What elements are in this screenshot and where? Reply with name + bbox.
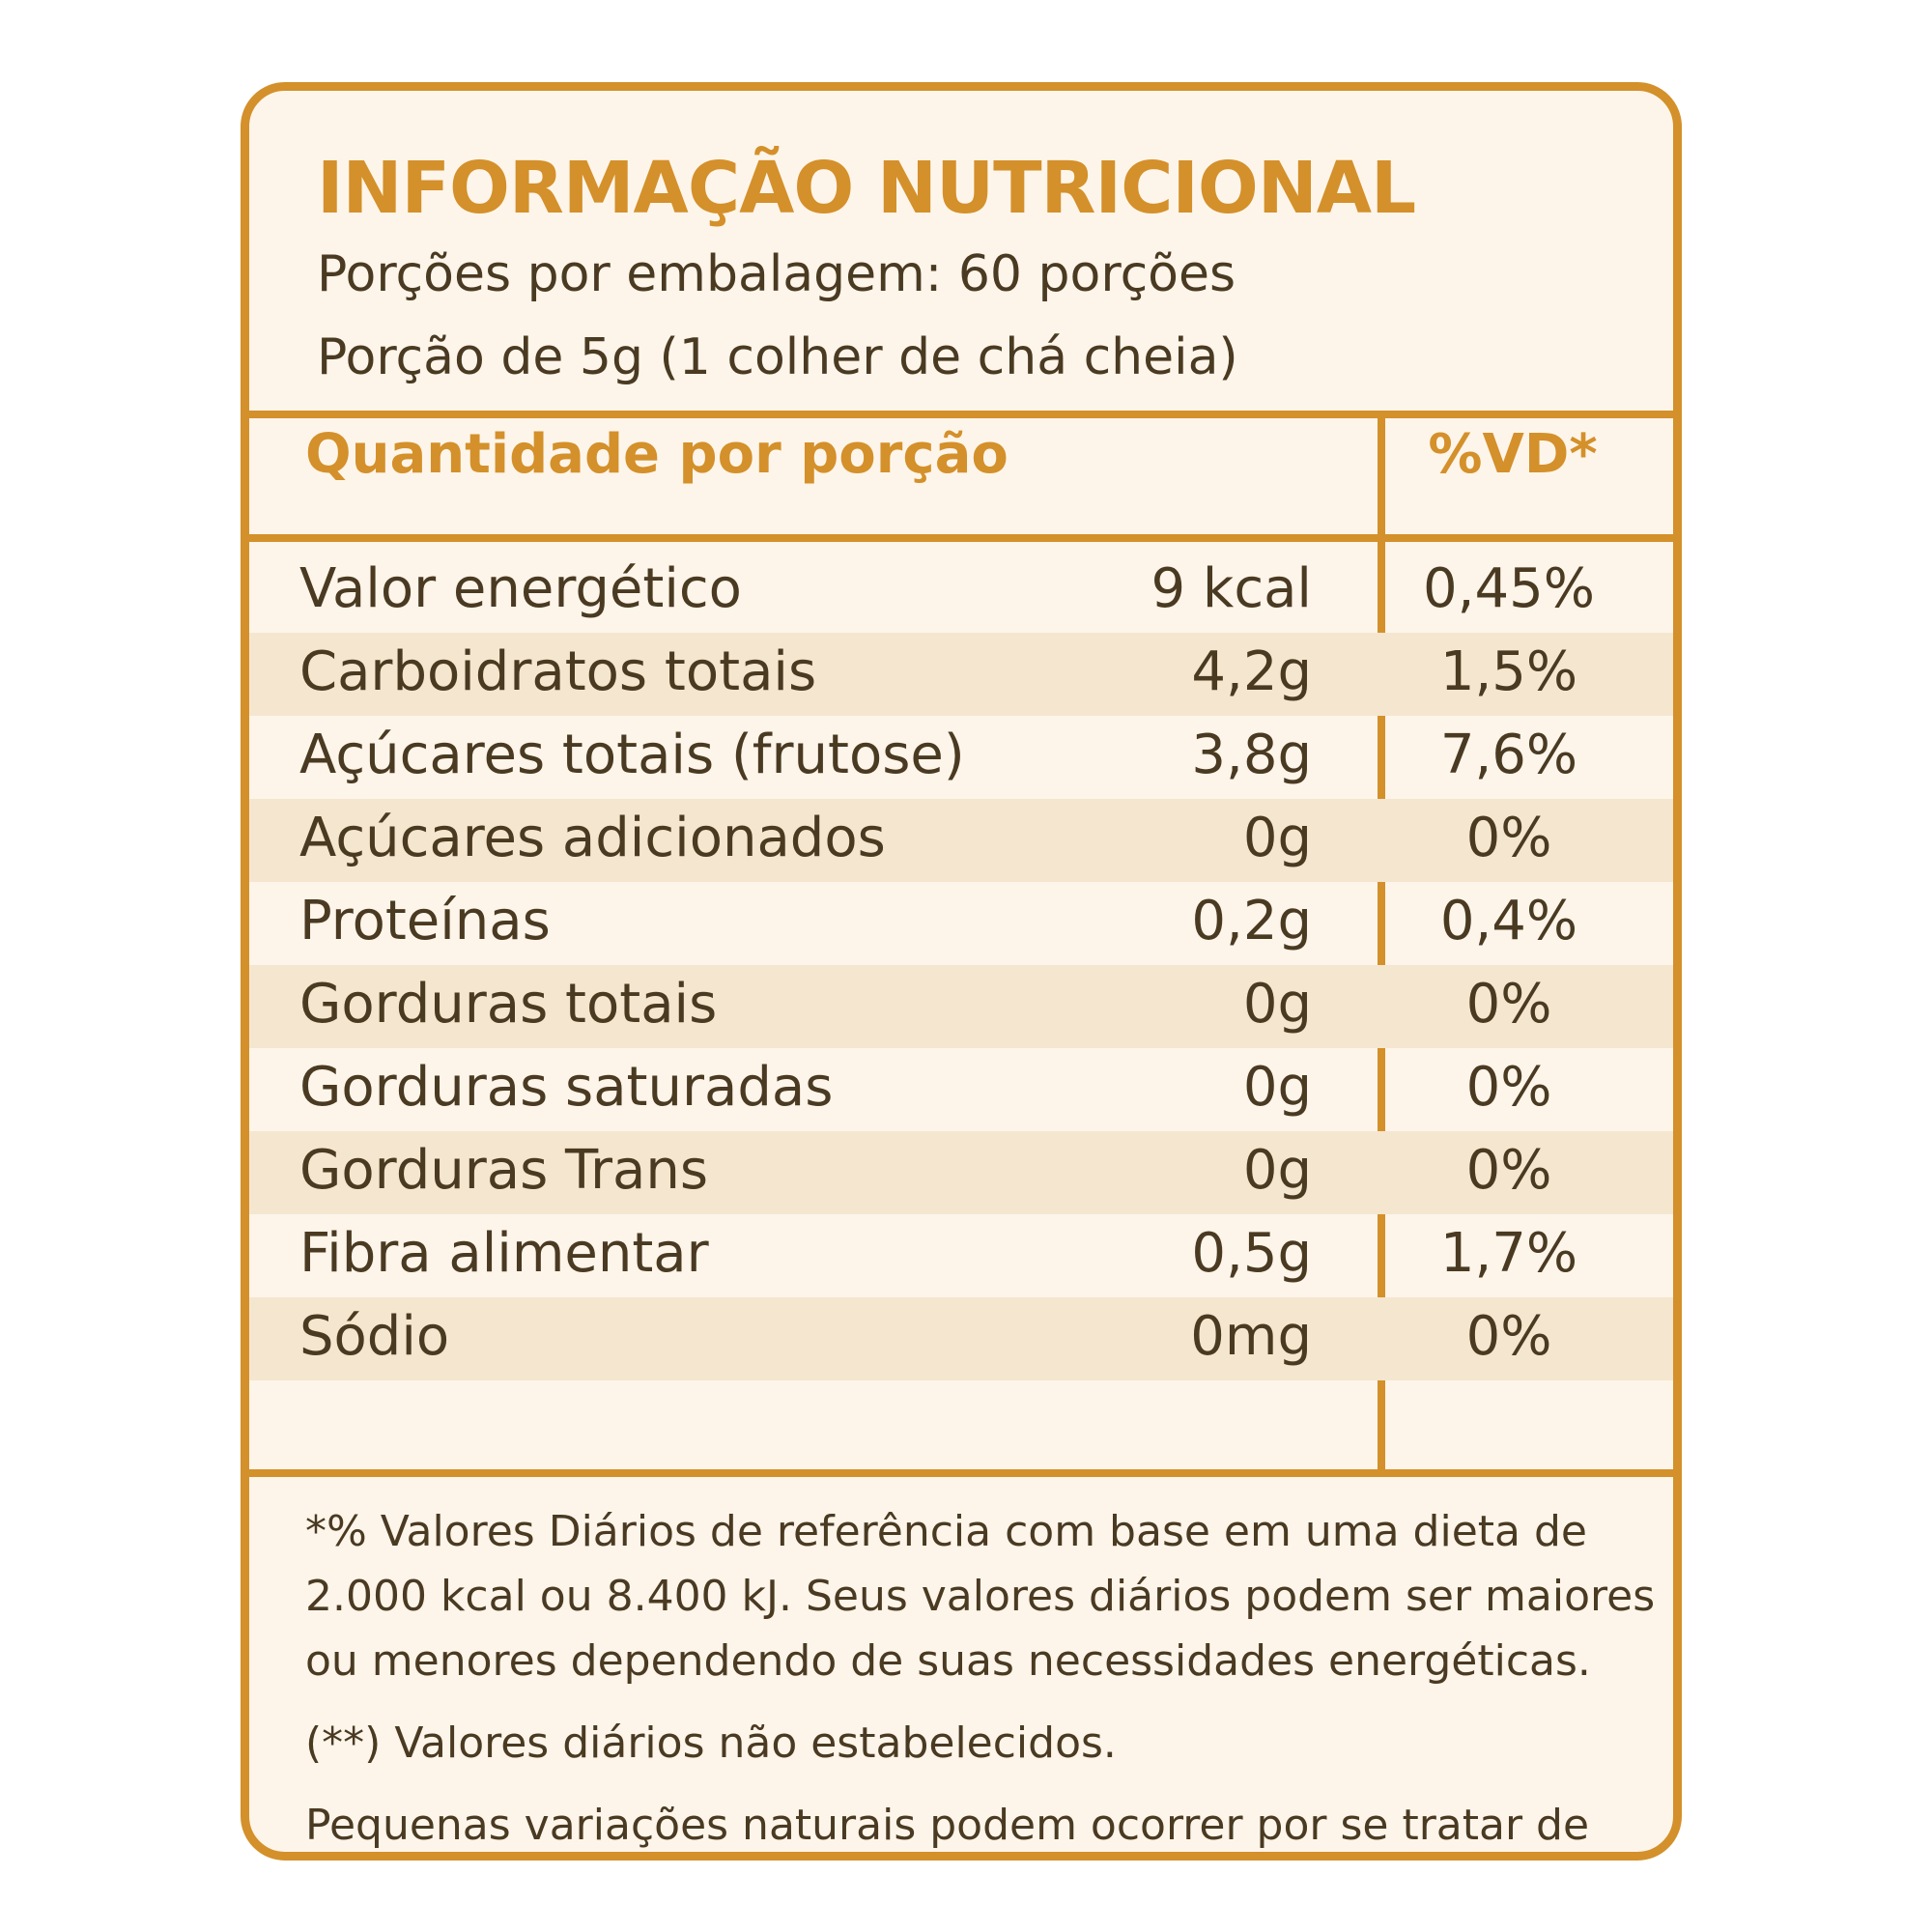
nutrient-amount: 0g (1242, 1139, 1312, 1202)
column-header-vd: %VD* (1428, 423, 1598, 486)
nutrient-vd: 0,4% (1439, 890, 1578, 952)
nutrient-amount: 0mg (1190, 1305, 1312, 1368)
nutrient-vd: 0% (1465, 1305, 1552, 1368)
column-header-quantity: Quantidade por porção (305, 423, 1009, 486)
nutrient-vd: 7,6% (1439, 724, 1578, 786)
nutrition-facts-panel: INFORMAÇÃO NUTRICIONAL Porções por embal… (241, 82, 1682, 1861)
nutrient-amount: 3,8g (1191, 724, 1312, 786)
nutrient-row: Gorduras saturadas 0g 0% (249, 1048, 1673, 1131)
nutrient-row: Carboidratos totais 4,2g 1,5% (249, 633, 1673, 716)
nutrient-name: Açúcares adicionados (299, 807, 886, 869)
nutrient-name: Carboidratos totais (299, 640, 817, 703)
nutrient-vd: 1,7% (1439, 1222, 1578, 1285)
nutrient-row: Sódio 0mg 0% (249, 1297, 1673, 1380)
footnote-daily-values: *% Valores Diários de referência com bas… (305, 1507, 1656, 1686)
nutrition-header: INFORMAÇÃO NUTRICIONAL Porções por embal… (249, 91, 1673, 411)
nutrient-row: Gorduras Trans 0g 0% (249, 1131, 1673, 1214)
nutrient-vd: 0% (1465, 1056, 1552, 1119)
panel-title: INFORMAÇÃO NUTRICIONAL (317, 147, 1416, 230)
nutrient-amount: 0g (1242, 807, 1312, 869)
nutrient-name: Gorduras totais (299, 973, 718, 1036)
portion-size: Porção de 5g (1 colher de chá cheia) (317, 328, 1238, 386)
nutrient-row: Proteínas 0,2g 0,4% (249, 882, 1673, 965)
nutrient-vd: 1,5% (1439, 640, 1578, 703)
nutrient-amount: 9 kcal (1151, 557, 1312, 620)
divider-column-header (249, 534, 1673, 542)
nutrient-vd: 0% (1465, 1139, 1552, 1202)
nutrient-row: Gorduras totais 0g 0% (249, 965, 1673, 1048)
nutrient-vd: 0,45% (1423, 557, 1595, 620)
nutrient-vd: 0% (1465, 973, 1552, 1036)
nutrient-amount: 0,2g (1191, 890, 1312, 952)
nutrient-vd: 0% (1465, 807, 1552, 869)
nutrient-name: Açúcares totais (frutose) (299, 724, 965, 786)
nutrient-row: Açúcares totais (frutose) 3,8g 7,6% (249, 716, 1673, 799)
nutrient-name: Proteínas (299, 890, 551, 952)
footnotes: *% Valores Diários de referência com bas… (305, 1499, 1658, 1852)
footnote-not-established: (**) Valores diários não estabelecidos. (305, 1719, 1117, 1768)
nutrient-name: Valor energético (299, 557, 742, 620)
nutrient-amount: 0g (1242, 973, 1312, 1036)
nutrient-amount: 4,2g (1191, 640, 1312, 703)
divider-header (249, 411, 1673, 418)
divider-footnotes (249, 1469, 1673, 1477)
column-divider (1378, 411, 1385, 1477)
servings-per-package: Porções por embalagem: 60 porções (317, 245, 1236, 303)
nutrient-name: Sódio (299, 1305, 450, 1368)
nutrient-amount: 0,5g (1191, 1222, 1312, 1285)
nutrient-row: Fibra alimentar 0,5g 1,7% (249, 1214, 1673, 1297)
footnote-variations: Pequenas variações naturais podem ocorre… (305, 1801, 1590, 1850)
nutrient-amount: 0g (1242, 1056, 1312, 1119)
nutrient-row: Açúcares adicionados 0g 0% (249, 799, 1673, 882)
nutrient-name: Gorduras saturadas (299, 1056, 834, 1119)
nutrient-rows: Valor energético 9 kcal 0,45% Carboidrat… (249, 550, 1673, 1380)
nutrient-name: Gorduras Trans (299, 1139, 709, 1202)
nutrient-row: Valor energético 9 kcal 0,45% (249, 550, 1673, 633)
nutrient-name: Fibra alimentar (299, 1222, 709, 1285)
